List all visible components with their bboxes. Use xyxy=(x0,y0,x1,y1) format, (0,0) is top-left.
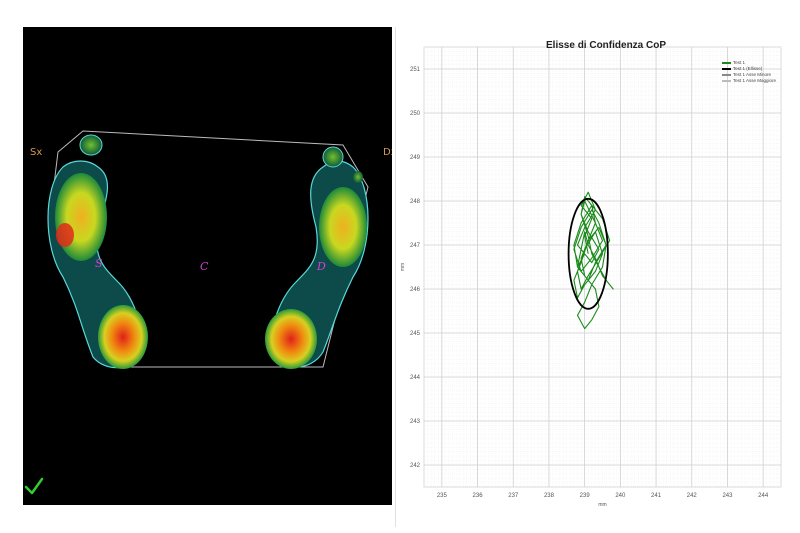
checkmark-icon xyxy=(24,477,44,495)
y-tick-label: 244 xyxy=(410,375,421,381)
pressure-map-image xyxy=(47,130,369,369)
center-cop-marker: C xyxy=(200,260,209,273)
legend-label: Test 1 Asse Maggiore xyxy=(733,78,777,83)
x-tick-label: 238 xyxy=(544,493,555,499)
x-tick-label: 240 xyxy=(615,493,626,499)
x-tick-label: 235 xyxy=(437,493,448,499)
chart-axes: 235 236 237 238 239 240 241 242 243 244 251 250 249 2… xyxy=(400,67,769,508)
legend-item: Test 1 Asse Maggiore xyxy=(722,78,776,84)
legend-swatch xyxy=(722,80,731,82)
x-tick-label: 241 xyxy=(651,493,662,499)
confidence-ellipse xyxy=(567,197,609,310)
x-tick-label: 239 xyxy=(580,493,591,499)
y-tick-label: 242 xyxy=(410,463,421,469)
legend-swatch xyxy=(722,62,731,64)
cop-trajectory-line xyxy=(573,191,614,330)
right-foot-pressure xyxy=(265,146,369,369)
legend-item: Test 1 Asse Minore xyxy=(722,72,776,78)
x-tick-label: 244 xyxy=(758,493,769,499)
left-foot-label: Sx xyxy=(30,147,43,158)
right-cop-marker: D xyxy=(317,260,326,273)
x-tick-label: 242 xyxy=(687,493,698,499)
chart-legend: Test 1 Test 1 (Ellisse) Test 1 Asse Minore… xyxy=(722,60,776,84)
right-foot-label: Dx xyxy=(383,147,392,158)
x-tick-label: 237 xyxy=(508,493,519,499)
y-tick-label: 250 xyxy=(410,111,421,117)
left-cop-marker: S xyxy=(95,257,103,270)
y-tick-label: 243 xyxy=(410,419,421,425)
legend-label: Test 1 (Ellisse) xyxy=(733,66,763,71)
legend-swatch xyxy=(722,68,731,70)
legend-item: Test 1 (Ellisse) xyxy=(722,66,776,72)
cop-chart: 235 236 237 238 239 240 241 242 243 244 251 250 249 2… xyxy=(400,46,782,508)
pressure-map-panel: Sx Dx S C D xyxy=(23,27,392,505)
x-tick-label: 236 xyxy=(473,493,484,499)
chart-title: Elisse di Confidenza CoP xyxy=(546,40,667,51)
legend-label: Test 1 xyxy=(733,60,746,65)
y-tick-label: 246 xyxy=(410,287,421,293)
legend-swatch xyxy=(722,74,731,76)
y-tick-label: 251 xyxy=(410,67,421,73)
y-tick-label: 245 xyxy=(410,331,421,337)
y-tick-label: 248 xyxy=(410,199,421,205)
left-foot-pressure xyxy=(47,134,148,369)
cop-chart-panel: 235 236 237 238 239 240 241 242 243 244 251 250 249 2… xyxy=(395,27,800,527)
x-axis-label: mm xyxy=(598,502,606,508)
chart-series xyxy=(567,191,614,330)
legend-item: Test 1 xyxy=(722,60,776,66)
y-axis-label: mm xyxy=(400,263,406,271)
y-tick-label: 247 xyxy=(410,243,421,249)
x-tick-label: 243 xyxy=(722,493,733,499)
chart-grid xyxy=(423,46,782,488)
legend-label: Test 1 Asse Minore xyxy=(733,72,772,77)
y-tick-label: 249 xyxy=(410,155,421,161)
support-polygon xyxy=(49,130,369,368)
